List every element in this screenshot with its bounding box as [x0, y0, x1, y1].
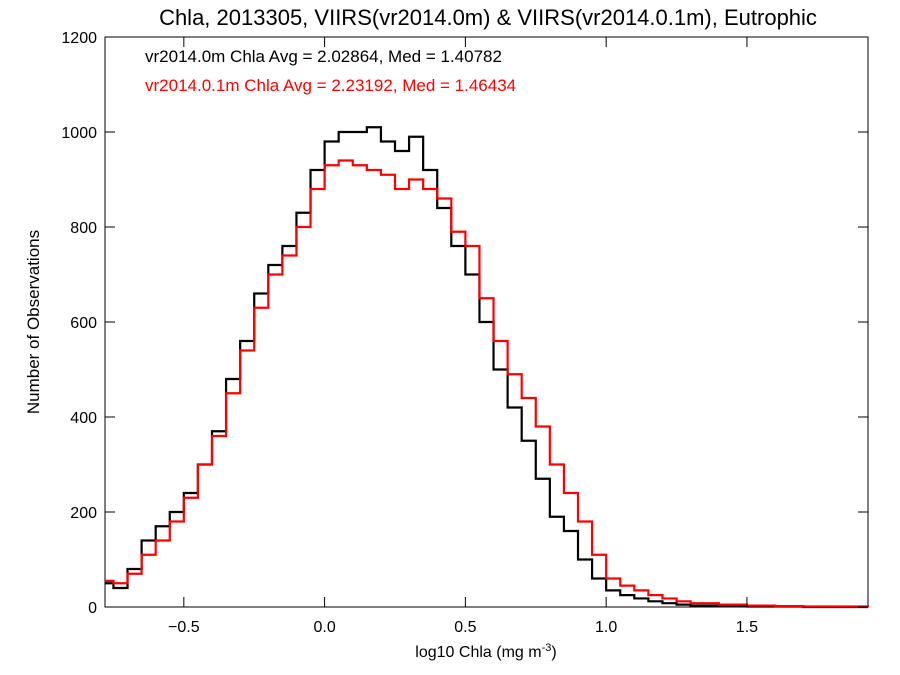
x-axis-label-superscript: -3 — [542, 642, 552, 654]
annotation-series-1-stats: vr2014.0m Chla Avg = 2.02864, Med = 1.40… — [145, 47, 502, 66]
x-axis-label: log10 Chla (mg m-3) — [415, 642, 556, 661]
x-axis-label-main: log10 Chla (mg m — [415, 644, 541, 661]
plot-area: −0.5 0.0 0.5 1.0 1.5 0 200 400 600 800 1000 1200 — [61, 30, 870, 636]
x-tick-label: −0.5 — [168, 619, 200, 636]
series-line-1 — [105, 126, 868, 609]
chart-title: Chla, 2013305, VIIRS(vr2014.0m) & VIIRS(… — [159, 5, 817, 30]
x-tick-label: 0.0 — [313, 619, 335, 636]
y-tick-label: 200 — [70, 505, 97, 522]
x-axis-ticks: −0.5 0.0 0.5 1.0 1.5 — [168, 37, 758, 636]
y-axis-ticks: 0 200 400 600 800 1000 1200 — [61, 30, 868, 617]
y-axis-label: Number of Observations — [24, 230, 43, 414]
annotation-series-2-stats: vr2014.0.1m Chla Avg = 2.23192, Med = 1.… — [145, 76, 516, 95]
y-tick-label: 800 — [70, 220, 97, 237]
y-tick-label: 1000 — [61, 125, 97, 142]
y-tick-label: 600 — [70, 315, 97, 332]
series-line-2 — [105, 159, 870, 608]
series-layer — [105, 126, 870, 609]
x-tick-label: 1.0 — [595, 619, 617, 636]
y-tick-label: 1200 — [61, 30, 97, 47]
x-axis-label-tail: ) — [551, 644, 556, 661]
y-tick-label: 0 — [88, 600, 97, 617]
y-tick-label: 400 — [70, 410, 97, 427]
x-tick-label: 1.5 — [736, 619, 758, 636]
x-tick-label: 0.5 — [454, 619, 476, 636]
